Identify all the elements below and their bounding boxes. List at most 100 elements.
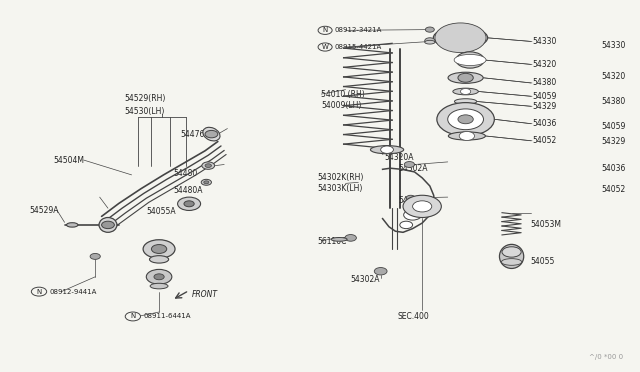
Text: 54010 (RH): 54010 (RH) bbox=[321, 90, 365, 99]
Text: SEC.400: SEC.400 bbox=[398, 312, 429, 321]
Text: 54052: 54052 bbox=[532, 136, 557, 145]
Circle shape bbox=[318, 43, 332, 51]
Text: 54529(RH): 54529(RH) bbox=[124, 94, 165, 103]
Circle shape bbox=[464, 56, 476, 64]
Circle shape bbox=[460, 132, 474, 140]
Circle shape bbox=[205, 131, 218, 138]
Circle shape bbox=[102, 221, 115, 229]
Circle shape bbox=[449, 31, 472, 44]
Text: N: N bbox=[131, 314, 136, 320]
Circle shape bbox=[201, 179, 211, 185]
Circle shape bbox=[205, 164, 211, 167]
Circle shape bbox=[400, 221, 413, 229]
Circle shape bbox=[458, 73, 473, 82]
Text: 54055A: 54055A bbox=[147, 208, 176, 217]
Text: 54036: 54036 bbox=[532, 119, 557, 128]
Text: 08912-9441A: 08912-9441A bbox=[49, 289, 97, 295]
Circle shape bbox=[152, 244, 167, 253]
Circle shape bbox=[204, 181, 209, 184]
Circle shape bbox=[425, 38, 435, 44]
Text: 54329: 54329 bbox=[601, 137, 625, 146]
Text: 54530(LH): 54530(LH) bbox=[124, 108, 164, 116]
Text: 56110C: 56110C bbox=[317, 237, 347, 246]
Circle shape bbox=[437, 103, 494, 136]
Ellipse shape bbox=[371, 145, 404, 154]
Text: 54302A: 54302A bbox=[350, 275, 380, 284]
Text: 54059: 54059 bbox=[601, 122, 625, 131]
Circle shape bbox=[461, 89, 470, 94]
Circle shape bbox=[374, 267, 387, 275]
Text: 54302E: 54302E bbox=[398, 196, 427, 205]
Ellipse shape bbox=[433, 27, 488, 48]
Text: ^/0 *00 0: ^/0 *00 0 bbox=[589, 354, 623, 360]
Text: FRONT: FRONT bbox=[192, 290, 218, 299]
Text: 54476: 54476 bbox=[180, 130, 205, 140]
Ellipse shape bbox=[203, 127, 220, 141]
Ellipse shape bbox=[454, 54, 486, 65]
Text: 54302A: 54302A bbox=[398, 164, 428, 173]
Ellipse shape bbox=[150, 256, 169, 263]
Text: 54330: 54330 bbox=[601, 41, 625, 51]
Text: 54480A: 54480A bbox=[173, 186, 203, 195]
Ellipse shape bbox=[501, 259, 522, 265]
Circle shape bbox=[318, 26, 332, 35]
Text: 08912-3421A: 08912-3421A bbox=[334, 28, 381, 33]
Circle shape bbox=[435, 23, 486, 52]
Circle shape bbox=[458, 115, 473, 124]
Ellipse shape bbox=[502, 247, 521, 257]
Text: 54052: 54052 bbox=[601, 185, 625, 194]
Text: 54009(LH): 54009(LH) bbox=[321, 101, 362, 110]
Circle shape bbox=[404, 161, 415, 167]
Circle shape bbox=[184, 201, 194, 207]
Circle shape bbox=[413, 201, 432, 212]
Circle shape bbox=[404, 210, 422, 220]
Circle shape bbox=[345, 235, 356, 241]
Ellipse shape bbox=[331, 237, 347, 241]
Text: 54320A: 54320A bbox=[384, 153, 413, 161]
Circle shape bbox=[381, 146, 394, 153]
Ellipse shape bbox=[150, 283, 168, 289]
Circle shape bbox=[147, 269, 172, 284]
Text: 54303K(LH): 54303K(LH) bbox=[317, 185, 363, 193]
Text: 54330: 54330 bbox=[532, 37, 557, 46]
Text: 08911-6441A: 08911-6441A bbox=[143, 314, 191, 320]
Text: 08915-4421A: 08915-4421A bbox=[334, 44, 381, 50]
Text: 54480: 54480 bbox=[173, 169, 197, 178]
Ellipse shape bbox=[449, 132, 485, 140]
Text: 54320: 54320 bbox=[532, 60, 557, 69]
Circle shape bbox=[90, 253, 100, 259]
Text: 54053M: 54053M bbox=[531, 221, 562, 230]
Text: 54380: 54380 bbox=[601, 97, 625, 106]
Circle shape bbox=[177, 197, 200, 211]
Circle shape bbox=[426, 27, 435, 32]
Circle shape bbox=[448, 109, 483, 130]
Text: 54036: 54036 bbox=[601, 164, 625, 173]
Ellipse shape bbox=[99, 218, 117, 232]
Ellipse shape bbox=[67, 223, 78, 227]
Text: 54529A: 54529A bbox=[29, 206, 59, 215]
Circle shape bbox=[442, 27, 479, 49]
Ellipse shape bbox=[453, 88, 478, 95]
Text: W: W bbox=[322, 44, 328, 50]
Text: N: N bbox=[323, 28, 328, 33]
Circle shape bbox=[403, 195, 442, 218]
Ellipse shape bbox=[454, 99, 477, 104]
Ellipse shape bbox=[499, 244, 524, 269]
Circle shape bbox=[456, 52, 484, 68]
Text: 54055: 54055 bbox=[531, 257, 555, 266]
Circle shape bbox=[202, 162, 214, 169]
Text: 54329: 54329 bbox=[532, 102, 557, 111]
Text: 54059: 54059 bbox=[532, 92, 557, 101]
Text: 54302K(RH): 54302K(RH) bbox=[317, 173, 364, 182]
Text: 54380: 54380 bbox=[532, 78, 557, 87]
Text: N: N bbox=[36, 289, 42, 295]
Circle shape bbox=[31, 287, 47, 296]
Ellipse shape bbox=[425, 40, 435, 44]
Circle shape bbox=[125, 312, 141, 321]
Circle shape bbox=[406, 195, 415, 201]
Circle shape bbox=[154, 274, 164, 280]
Text: 54504M: 54504M bbox=[53, 155, 84, 164]
Circle shape bbox=[143, 240, 175, 258]
Text: 54320: 54320 bbox=[601, 72, 625, 81]
Ellipse shape bbox=[448, 72, 483, 83]
